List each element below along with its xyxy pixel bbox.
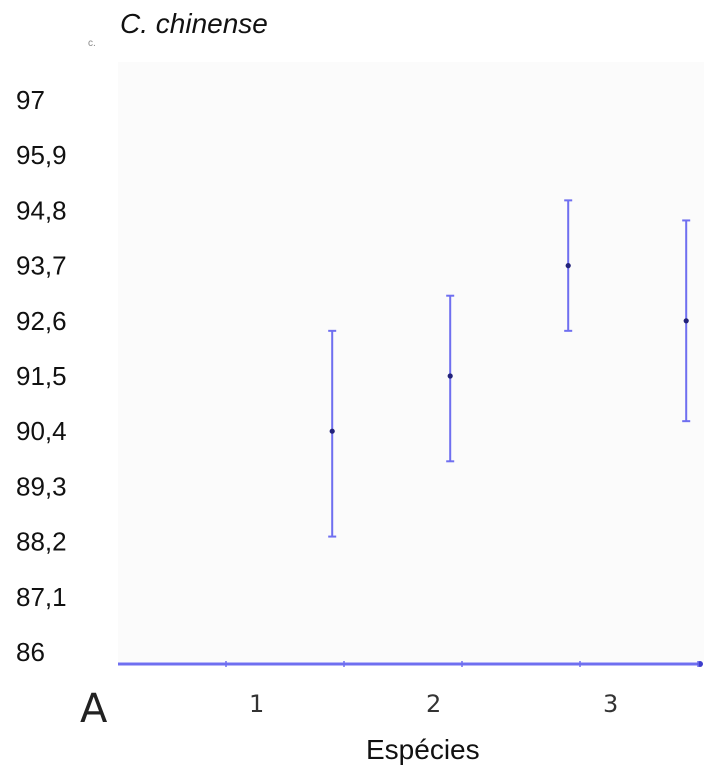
y-tick-label: 88,2 [16,527,67,557]
y-tick-label: 89,3 [16,471,67,501]
y-tick-label: 87,1 [16,582,67,612]
plot-area [118,62,704,662]
y-tick-label: 91,5 [16,361,67,391]
x-axis-label: Espécies [366,734,480,765]
x-tick-label: 2 [426,690,441,718]
chart-title: C. chinense [120,8,268,39]
y-tick-label: 93,7 [16,251,67,281]
y-tick-label: 97 [16,85,45,115]
y-tick-label: 94,8 [16,195,67,225]
y-tick-label: 86 [16,637,45,667]
y-tick-label: 95,9 [16,140,67,170]
x-tick-label: 1 [249,690,264,718]
data-point [683,318,689,324]
data-point [565,263,571,269]
data-point [329,428,335,434]
data-point [447,373,453,379]
panel-label: A [80,686,108,732]
y-tick-label: 90,4 [16,416,67,446]
x-tick-label: 3 [603,690,618,718]
corner-mark: c. [88,38,96,49]
y-tick-label: 92,6 [16,306,67,336]
